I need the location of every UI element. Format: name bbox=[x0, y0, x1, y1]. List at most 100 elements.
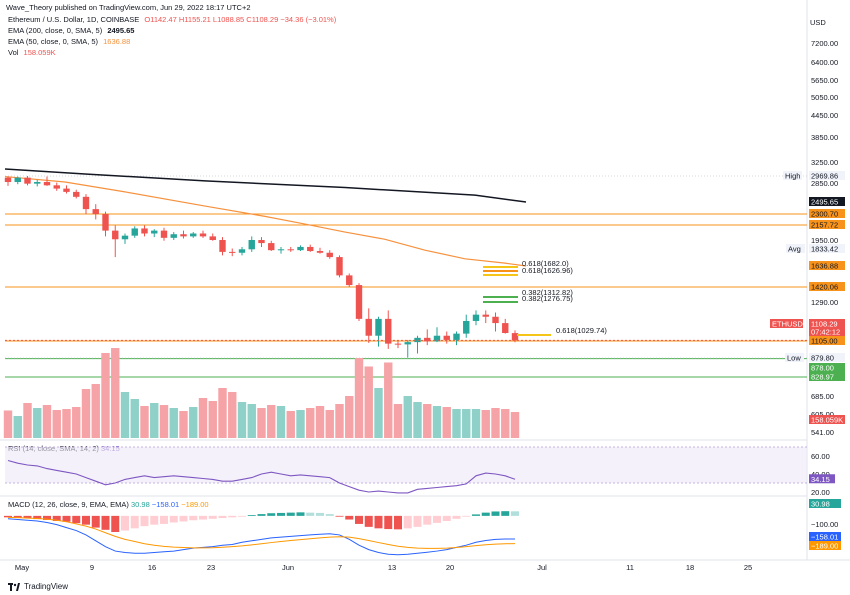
price-tag-bg bbox=[809, 261, 845, 270]
candle-body bbox=[102, 214, 109, 231]
price-tag-bg bbox=[809, 363, 845, 372]
volume-bar bbox=[140, 406, 149, 438]
candle-body bbox=[24, 177, 31, 184]
volume-bar bbox=[315, 406, 325, 438]
rsi-axis-tick: 20.00 bbox=[811, 488, 830, 497]
price-tag-ema200: 2495.65 bbox=[811, 198, 838, 207]
price-axis-tick: 3850.00 bbox=[811, 133, 838, 142]
price-axis-tick: 7200.00 bbox=[811, 39, 838, 48]
candle-body bbox=[219, 240, 226, 252]
time-axis-label: Jun bbox=[282, 563, 294, 572]
volume-bar bbox=[111, 348, 120, 438]
candle-body bbox=[297, 246, 304, 251]
macd-histogram-bar bbox=[208, 515, 217, 519]
ema200-line bbox=[4, 168, 527, 203]
macd-histogram-bar bbox=[62, 515, 71, 522]
macd-histogram-bar bbox=[130, 515, 139, 529]
ema50-label: EMA (50, close, 0, SMA, 5) bbox=[8, 37, 99, 46]
candle-body bbox=[287, 249, 294, 251]
price-tag-g828: 828.97 bbox=[811, 373, 834, 382]
volume-bar bbox=[364, 366, 373, 438]
macd-histogram-bar bbox=[462, 515, 471, 517]
macd-histogram-bar bbox=[228, 515, 237, 518]
price-tag-last: 1108.29 bbox=[811, 320, 838, 329]
candle-body bbox=[238, 249, 246, 253]
candle-body bbox=[424, 337, 431, 342]
volume-bar bbox=[81, 389, 91, 438]
macd-histogram-bar bbox=[296, 512, 305, 516]
price-tag-bg bbox=[809, 282, 845, 291]
rsi-tag: 34.15 bbox=[811, 475, 830, 484]
macd-histogram-bar bbox=[403, 515, 412, 529]
ema200-label: EMA (200, close, 0, SMA, 5) bbox=[8, 26, 103, 35]
macd-tag-bg bbox=[809, 541, 841, 550]
macd-histogram-bar bbox=[413, 515, 422, 527]
tradingview-logo-icon bbox=[8, 582, 20, 591]
candle-body bbox=[355, 285, 363, 319]
candle-body bbox=[43, 182, 51, 186]
volume-bar bbox=[354, 358, 364, 438]
macd-histogram-bar bbox=[72, 515, 81, 524]
ema200-value: 2495.65 bbox=[107, 26, 135, 35]
macd-histogram-bar bbox=[335, 515, 344, 517]
candle-body bbox=[365, 318, 372, 336]
candle-body bbox=[229, 251, 236, 253]
volume-bar bbox=[432, 406, 442, 438]
volume-bar bbox=[276, 406, 286, 438]
volume-bar bbox=[471, 409, 481, 438]
macd-histogram-bar bbox=[472, 514, 480, 516]
price-axis-tick: 541.00 bbox=[811, 428, 834, 437]
candle-body bbox=[92, 209, 99, 215]
price-axis-tick: 3250.00 bbox=[811, 158, 838, 167]
volume-bar bbox=[198, 398, 208, 438]
volume-bar bbox=[442, 407, 451, 438]
ohlc-values: O1142.47 H1155.21 L1088.85 C1108.29 −34.… bbox=[144, 15, 337, 24]
price-axis-tick: 5050.00 bbox=[811, 93, 838, 102]
candle-body bbox=[463, 320, 470, 334]
macd-histogram-bar bbox=[52, 515, 61, 521]
macd-histogram-bar bbox=[277, 512, 285, 516]
rsi-band bbox=[5, 447, 807, 483]
price-axis-tick: 1290.00 bbox=[811, 298, 838, 307]
volume-bar bbox=[403, 396, 412, 438]
volume-legend: Vol 158.059K bbox=[8, 48, 59, 57]
candle-body bbox=[375, 318, 382, 336]
macd-histogram-bar bbox=[13, 515, 22, 519]
macd-histogram-bar bbox=[4, 515, 12, 518]
volume-bar bbox=[286, 411, 295, 438]
volume-bar bbox=[501, 409, 510, 438]
macd-hist-value: 30.98 bbox=[130, 500, 150, 509]
price-axis-tick: 605.00 bbox=[811, 410, 834, 419]
macd-label: MACD (12, 26, close, 9, EMA, EMA) bbox=[8, 500, 129, 509]
macd-tag-bg bbox=[809, 499, 841, 508]
volume-bar bbox=[3, 410, 13, 438]
macd-histogram-bar bbox=[491, 511, 500, 516]
time-axis-label: 11 bbox=[626, 563, 634, 572]
time-axis-label: 18 bbox=[686, 563, 694, 572]
fib-label-0618-1682: 0.618(1682.0) bbox=[522, 259, 569, 268]
volume-bar bbox=[91, 384, 100, 438]
candle-body bbox=[443, 335, 450, 340]
volume-value: 158.059K bbox=[23, 48, 56, 57]
candle-body bbox=[34, 182, 41, 184]
macd-histogram-bar bbox=[306, 512, 315, 516]
candle-body bbox=[492, 316, 499, 324]
fib-label-0382-1276: 0.382(1276.75) bbox=[522, 294, 573, 303]
volume-bar bbox=[491, 408, 500, 438]
volume-bar bbox=[452, 409, 461, 438]
macd-histogram-bar bbox=[511, 511, 519, 516]
price-tag-high-label: High bbox=[785, 172, 800, 181]
rsi-axis-tick: 60.00 bbox=[811, 452, 830, 461]
volume-bar bbox=[150, 403, 159, 438]
volume-bar bbox=[325, 410, 334, 438]
candle-body bbox=[209, 236, 216, 240]
macd-histogram-bar bbox=[433, 515, 441, 523]
macd-histogram-bar bbox=[481, 512, 490, 516]
candle-body bbox=[180, 234, 187, 237]
fib-label-0618-1029: 0.618(1029.74) bbox=[556, 326, 607, 335]
price-tag-h1105: 1105.00 bbox=[811, 337, 838, 346]
rsi-line bbox=[7, 459, 516, 494]
candle-body bbox=[112, 230, 119, 240]
price-tag-low-label: Low bbox=[787, 354, 801, 363]
